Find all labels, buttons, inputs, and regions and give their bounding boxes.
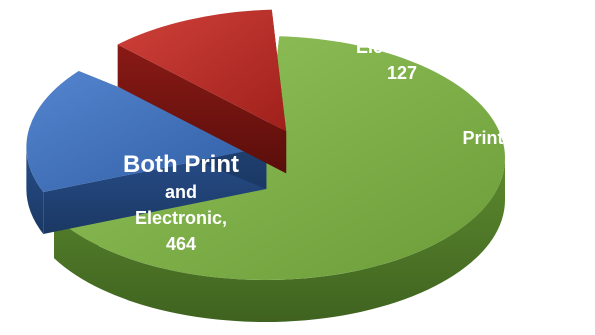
pie-slice-print <box>117 9 287 174</box>
pie-slice-print-cut-face <box>117 44 287 174</box>
pie-slice-electronic-top <box>26 71 267 192</box>
pie-slice-electronic <box>26 71 267 234</box>
pie-slice-both-side <box>54 158 506 322</box>
pie-slice-both-label-line: 464 <box>166 234 196 254</box>
pie-slice-both-label-line: Electronic, <box>135 208 227 228</box>
pie-slice-both-label-line: Both Print <box>123 151 239 178</box>
pie-slice-electronic-label-line: Electronic, <box>356 37 448 57</box>
pie-slice-both-label: Both Print and Electronic, 464 <box>123 151 239 254</box>
pie-slice-print-label-line: Print, 91 <box>462 128 533 148</box>
pie-slice-electronic-cut-face <box>43 147 267 234</box>
pie-slice-electronic-label-line: 127 <box>387 63 417 83</box>
pie-slice-both-label-line: and <box>165 182 197 202</box>
pie-slice-print-top <box>117 9 287 132</box>
pie-slice-print-label: Print, 91 <box>462 128 533 148</box>
pie-slice-electronic-label: Electronic, 127 <box>356 37 448 83</box>
pie-slice-electronic-side <box>26 147 44 234</box>
